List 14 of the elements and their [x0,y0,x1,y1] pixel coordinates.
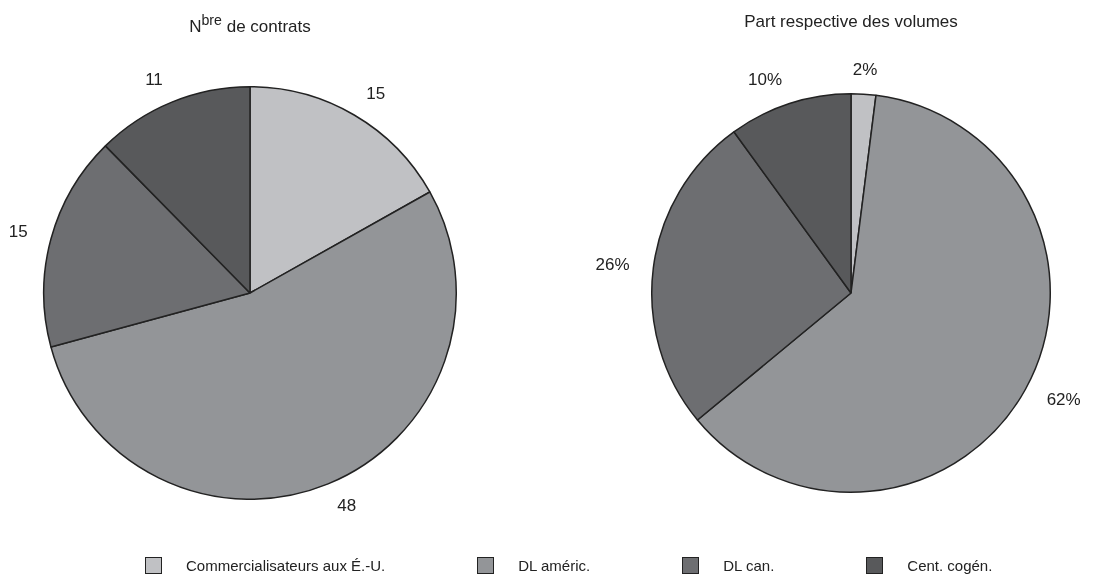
data-label: 15 [366,83,386,103]
data-label: 62% [1046,390,1081,410]
chart-title: N$^{bre}$ de contrats [188,12,312,37]
data-label: 10% [747,70,783,90]
legend-label: DL can. [723,557,775,574]
legend-label: Commercialisateurs aux É.-U. [186,557,386,574]
data-label: 48 [337,495,357,515]
chart-title: Part respective des volumes [743,12,959,32]
legend-label: DL améric. [518,557,591,574]
legend-label: Cent. cogén. [907,557,993,574]
data-label: 26% [595,254,630,274]
data-label: 2% [852,59,878,79]
data-label: 11 [145,69,163,89]
data-label: 15 [8,222,28,242]
